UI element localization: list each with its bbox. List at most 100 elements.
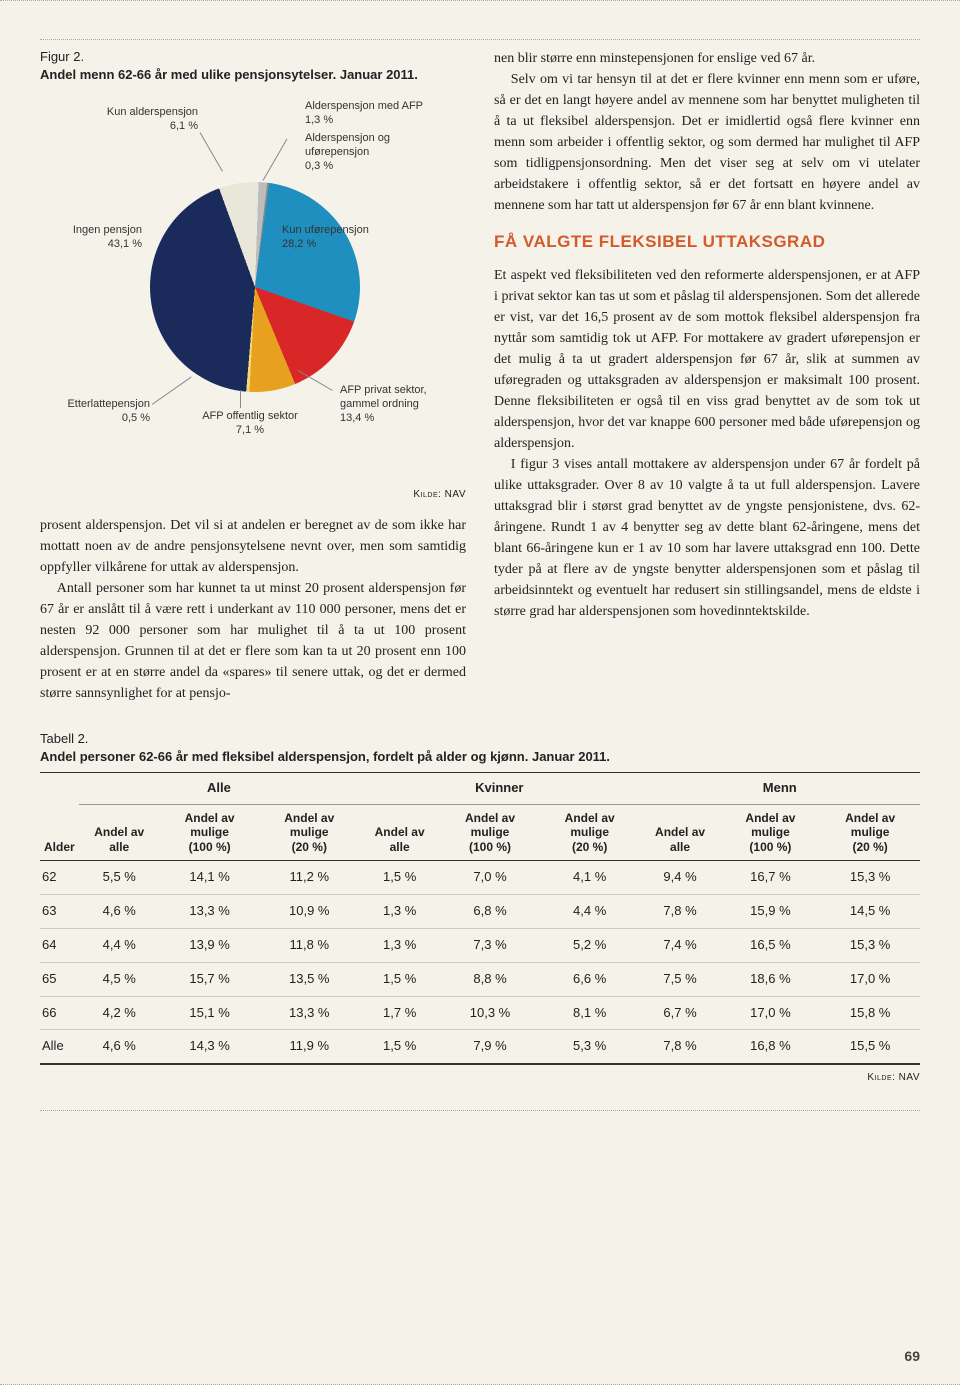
table-cell: 7,4 % [640,928,721,962]
table-cell: 64 [40,928,79,962]
table-cell: 63 [40,895,79,929]
paragraph: I figur 3 vises antall mottakere av alde… [494,454,920,622]
table-cell: 15,1 % [160,996,260,1030]
pointer [298,370,333,391]
table-cell: 65 [40,962,79,996]
table-cell: 16,8 % [721,1030,821,1064]
table-row: 654,5 %15,7 %13,5 %1,5 %8,8 %6,6 %7,5 %1… [40,962,920,996]
table-cell: 1,5 % [359,1030,440,1064]
table-total-row: Alle4,6 %14,3 %11,9 %1,5 %7,9 %5,3 %7,8 … [40,1030,920,1064]
pointer [152,377,192,405]
paragraph: Antall personer som har kunnet ta ut min… [40,578,466,704]
pie-label-afp-offentlig: AFP offentlig sektor 7,1 % [190,410,310,438]
top-dotted-rule [40,39,920,40]
table-cell: 5,3 % [540,1030,640,1064]
table-cell: 11,8 % [259,928,359,962]
paragraph: Et aspekt ved fleksibiliteten ved den re… [494,265,920,454]
table-cell: 7,9 % [440,1030,540,1064]
table-cell: 4,2 % [79,996,160,1030]
table-cell: 6,6 % [540,962,640,996]
table-group-header-row: Alle Kvinner Menn [40,773,920,805]
table-cell: 62 [40,861,79,895]
pointer [263,139,288,181]
table-block: Tabell 2. Andel personer 62-66 år med fl… [40,730,920,1086]
table-cell: 17,0 % [721,996,821,1030]
table-row: 634,6 %13,3 %10,9 %1,3 %6,8 %4,4 %7,8 %1… [40,895,920,929]
figure-caption: Andel menn 62-66 år med ulike pensjonsyt… [40,66,466,84]
table-column-header: Andel av mulige (20 %) [259,805,359,861]
pie-label-ingen: Ingen pensjon 43,1 % [54,224,142,252]
table-cell: 15,7 % [160,962,260,996]
table-row: 625,5 %14,1 %11,2 %1,5 %7,0 %4,1 %9,4 %1… [40,861,920,895]
table-source: Kilde: NAV [40,1071,920,1086]
table-cell: 17,0 % [820,962,920,996]
table-cell: 7,0 % [440,861,540,895]
table-cell: 14,1 % [160,861,260,895]
table-cell: 4,4 % [540,895,640,929]
table-column-header: Andel av alle [79,805,160,861]
table-cell: 1,3 % [359,895,440,929]
table-cell: 15,3 % [820,928,920,962]
left-column: Figur 2. Andel menn 62-66 år med ulike p… [40,48,466,704]
table-cell: 13,5 % [259,962,359,996]
pie-label-kun-alderspensjon: Kun alderspensjon 6,1 % [88,106,198,134]
bottom-dotted-rule [40,1110,920,1111]
table-column-header: Andel av mulige (100 %) [440,805,540,861]
table-cell: 8,8 % [440,962,540,996]
table-cell: 18,6 % [721,962,821,996]
table-group-header: Kvinner [359,773,639,805]
table-group-header: Alle [79,773,359,805]
table-cell: 15,3 % [820,861,920,895]
table-cell: 6,7 % [640,996,721,1030]
pie-label-kun-ufore: Kun uførepensjon 28,2 % [282,224,392,252]
table-cell: 10,3 % [440,996,540,1030]
table-cell: 7,3 % [440,928,540,962]
table-cell: 5,5 % [79,861,160,895]
table-title: Tabell 2. Andel personer 62-66 år med fl… [40,730,920,766]
table-row: 664,2 %15,1 %13,3 %1,7 %10,3 %8,1 %6,7 %… [40,996,920,1030]
table-cell: 5,2 % [540,928,640,962]
table-cell: 1,7 % [359,996,440,1030]
table-column-header: Alder [40,805,79,861]
pointer [200,133,223,172]
table-cell: 16,7 % [721,861,821,895]
table-cell: 8,1 % [540,996,640,1030]
pie-graphic [150,182,360,392]
table-cell: 7,5 % [640,962,721,996]
figure-title: Figur 2. Andel menn 62-66 år med ulike p… [40,48,466,84]
pie-label-etterlatte: Etterlattepensjon 0,5 % [40,398,150,426]
pie-label-afp: Alderspensjon med AFP 1,3 % [305,100,445,128]
table-cell: 16,5 % [721,928,821,962]
table-cell: 1,3 % [359,928,440,962]
table-cell: 15,9 % [721,895,821,929]
table-number: Tabell 2. [40,731,88,746]
pie-label-afp-privat: AFP privat sektor, gammel ordning 13,4 % [340,384,460,425]
table-body: 625,5 %14,1 %11,2 %1,5 %7,0 %4,1 %9,4 %1… [40,861,920,1065]
table-caption: Andel personer 62-66 år med fleksibel al… [40,749,610,764]
data-table: Alle Kvinner Menn AlderAndel av alleAnde… [40,772,920,1065]
table-cell: 13,3 % [160,895,260,929]
table-cell: 4,5 % [79,962,160,996]
table-row: 644,4 %13,9 %11,8 %1,3 %7,3 %5,2 %7,4 %1… [40,928,920,962]
table-cell: 13,9 % [160,928,260,962]
table-cell: 9,4 % [640,861,721,895]
section-heading: FÅ VALGTE FLEKSIBEL UTTAKSGRAD [494,230,920,255]
table-cell: 4,4 % [79,928,160,962]
left-body-text: prosent alderspensjon. Det vil si at and… [40,515,466,704]
table-cell: 4,1 % [540,861,640,895]
table-cell: 1,5 % [359,861,440,895]
table-cell: 13,3 % [259,996,359,1030]
page-number: 69 [904,1346,920,1366]
table-column-header: Andel av mulige (100 %) [160,805,260,861]
table-cell: 4,6 % [79,1030,160,1064]
table-cell: 14,3 % [160,1030,260,1064]
pie-chart: Kun alderspensjon 6,1 % Alderspensjon me… [40,92,460,482]
figure-number: Figur 2. [40,48,466,66]
table-cell: 10,9 % [259,895,359,929]
table-column-header: Andel av mulige (100 %) [721,805,821,861]
figure-source: Kilde: NAV [40,488,466,503]
table-cell: 4,6 % [79,895,160,929]
table-cell: 11,9 % [259,1030,359,1064]
table-column-header: Andel av alle [640,805,721,861]
table-cell: 7,8 % [640,895,721,929]
